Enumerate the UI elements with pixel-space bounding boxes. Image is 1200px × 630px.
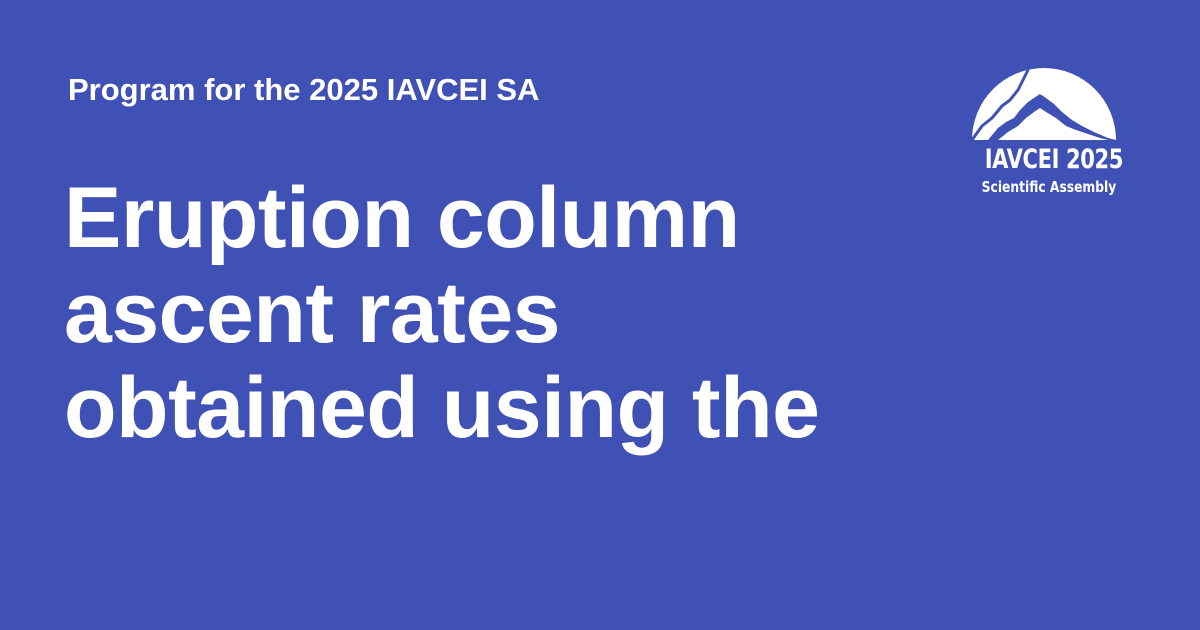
logo-title: IAVCEI 2025 xyxy=(984,144,1124,175)
program-subtitle: Program for the 2025 IAVCEI SA xyxy=(68,72,540,107)
title-line-2: ascent rates xyxy=(64,265,560,361)
iavcei-logo: IAVCEI 2025 Scientific Assembly xyxy=(968,60,1124,206)
volcano-mountain-icon xyxy=(970,60,1116,141)
title-line-1: Eruption column xyxy=(64,170,740,266)
logo-subtitle: Scientific Assembly xyxy=(981,178,1117,196)
page-title: Eruption column ascent rates obtained us… xyxy=(64,171,924,456)
title-line-3: obtained using the xyxy=(64,360,820,456)
